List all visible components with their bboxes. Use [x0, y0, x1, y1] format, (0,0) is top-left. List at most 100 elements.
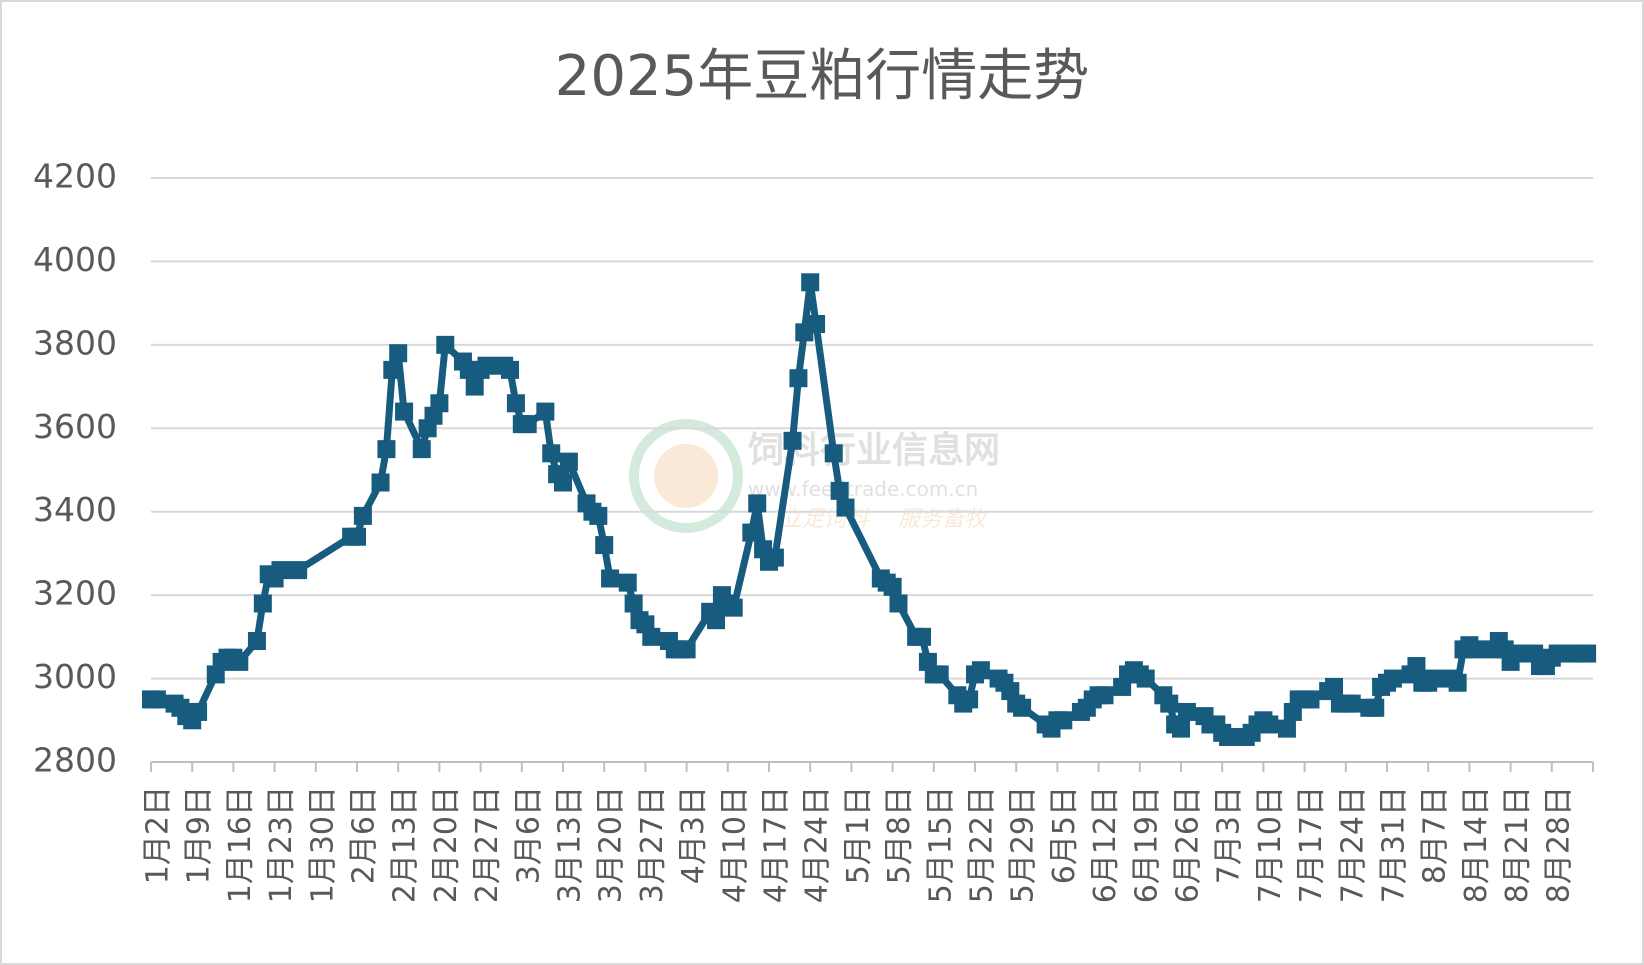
- x-tick-label: 7月31日: [1377, 786, 1412, 903]
- x-tick-label: 3月27日: [635, 786, 670, 903]
- y-tick-label: 3400: [33, 490, 117, 529]
- data-point: [1136, 669, 1155, 688]
- x-tick-label: 7月10日: [1253, 786, 1288, 903]
- data-point: [289, 561, 308, 580]
- data-point: [1448, 673, 1467, 692]
- x-tick-label: 8月14日: [1459, 786, 1494, 903]
- data-point: [1054, 711, 1073, 730]
- data-point: [971, 661, 990, 680]
- data-point: [707, 611, 726, 630]
- data-point: [1260, 715, 1279, 734]
- x-tick-label: 6月5日: [1047, 786, 1082, 884]
- data-point: [189, 702, 208, 721]
- data-point: [589, 506, 608, 525]
- data-point: [913, 627, 932, 646]
- data-point: [1301, 690, 1320, 709]
- x-tick-label: 7月24日: [1335, 786, 1370, 903]
- data-point: [601, 569, 620, 588]
- x-tick-label: 6月26日: [1171, 786, 1206, 903]
- data-point: [960, 690, 979, 709]
- data-point: [824, 444, 843, 463]
- data-point: [1013, 698, 1032, 717]
- x-tick-label: 8月21日: [1500, 786, 1535, 903]
- data-point: [412, 440, 431, 459]
- data-point: [807, 315, 826, 333]
- x-tick-label: 4月10日: [717, 786, 752, 903]
- data-point: [1425, 669, 1444, 688]
- data-point: [554, 473, 572, 492]
- x-tick-label: 4月3日: [676, 786, 711, 884]
- data-point: [501, 360, 520, 379]
- y-tick-label: 4000: [33, 240, 117, 279]
- x-tick-label: 5月15日: [923, 786, 958, 903]
- x-tick-label: 8月7日: [1418, 786, 1453, 884]
- data-point: [348, 527, 366, 546]
- data-point: [1383, 669, 1402, 688]
- x-tick-label: 7月3日: [1212, 786, 1247, 884]
- data-point: [1507, 644, 1526, 663]
- data-point: [1095, 686, 1114, 705]
- x-tick-label: 1月30日: [305, 786, 340, 903]
- data-point: [1177, 702, 1196, 721]
- data-point: [230, 652, 249, 671]
- data-point: [789, 369, 808, 388]
- y-tick-label: 4200: [33, 157, 117, 196]
- data-point: [836, 498, 855, 517]
- data-point: [436, 335, 455, 354]
- data-point: [1366, 698, 1385, 717]
- x-tick-label: 8月28日: [1541, 786, 1576, 903]
- data-point: [642, 627, 661, 646]
- x-tick-label: 3月20日: [594, 786, 629, 903]
- x-tick-label: 1月23日: [264, 786, 299, 903]
- x-tick-label: 1月2日: [141, 786, 176, 884]
- data-point: [724, 598, 743, 617]
- data-point: [477, 356, 496, 375]
- data-point: [748, 494, 767, 513]
- x-tick-label: 3月13日: [553, 786, 588, 903]
- data-point: [883, 577, 902, 596]
- data-point: [1277, 719, 1296, 738]
- x-tick-label: 2月13日: [388, 786, 423, 903]
- data-point: [930, 665, 949, 684]
- x-tick-label: 5月8日: [882, 786, 917, 884]
- data-point: [889, 594, 908, 613]
- data-point: [801, 273, 820, 292]
- x-tick-label: 5月22日: [965, 786, 1000, 903]
- data-point: [783, 431, 802, 450]
- data-point: [830, 481, 849, 500]
- data-point: [1578, 644, 1597, 663]
- y-tick-label: 3000: [33, 657, 117, 696]
- data-point: [506, 394, 525, 413]
- data-point: [247, 632, 266, 651]
- data-point: [765, 548, 784, 567]
- x-tick-label: 3月6日: [511, 786, 546, 884]
- data-point: [147, 690, 166, 709]
- data-point: [253, 594, 272, 613]
- chart-title: 2025年豆粕行情走势: [555, 44, 1090, 109]
- data-point: [389, 344, 408, 363]
- x-tick-label: 1月9日: [182, 786, 217, 884]
- data-point: [624, 594, 643, 613]
- x-tick-label: 4月24日: [800, 786, 835, 903]
- data-point: [353, 506, 372, 525]
- x-tick-label: 5月1日: [841, 786, 876, 884]
- data-point: [271, 561, 290, 580]
- x-tick-label: 2月6日: [347, 786, 382, 884]
- watermark-logo: [654, 444, 718, 508]
- data-point: [518, 415, 537, 434]
- x-tick-label: 6月19日: [1129, 786, 1164, 903]
- data-point: [383, 360, 402, 379]
- data-point: [742, 523, 761, 542]
- data-point: [377, 440, 396, 459]
- data-point: [1548, 644, 1567, 663]
- watermark-logo: [629, 419, 743, 533]
- data-point: [1160, 694, 1179, 713]
- data-point: [542, 444, 561, 463]
- x-tick-label: 5月29日: [1006, 786, 1041, 903]
- x-tick-label: 7月17日: [1294, 786, 1329, 903]
- data-point: [595, 536, 614, 555]
- y-tick-label: 3600: [33, 407, 117, 446]
- data-point: [1466, 640, 1485, 659]
